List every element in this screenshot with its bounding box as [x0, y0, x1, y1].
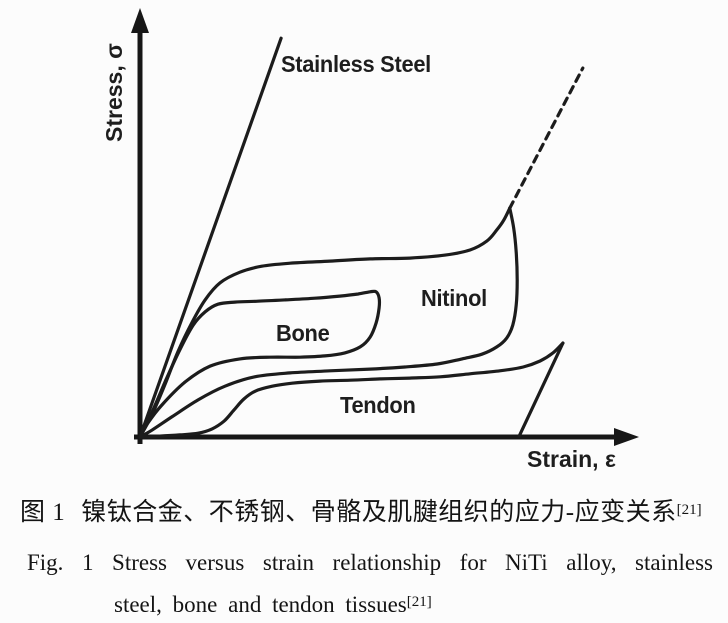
label-stainless-steel: Stainless Steel — [281, 51, 431, 77]
figure-number-zh: 图 1 — [20, 499, 66, 526]
caption-en-reference: [21] — [406, 594, 432, 610]
caption-chinese: 图 1 镍钛合金、不锈钢、骨骼及肌腱组织的应力-应变关系[21] — [20, 492, 720, 531]
curves — [138, 36, 585, 439]
curve-stainless — [138, 36, 283, 439]
caption-zh-text: 镍钛合金、不锈钢、骨骼及肌腱组织的应力-应变关系 — [81, 499, 677, 526]
curve-nitinol — [138, 206, 519, 439]
curve-tendon — [517, 341, 565, 438]
label-bone: Bone — [276, 320, 330, 346]
y-axis-arrowhead-icon — [131, 8, 149, 33]
axes — [131, 8, 639, 446]
caption-en-text: steel, bone and tendon tissues — [114, 592, 407, 617]
curve-tendon — [138, 341, 565, 439]
label-nitinol: Nitinol — [421, 285, 487, 311]
caption-english-line2: steel, bone and tendon tissues[21] — [114, 587, 432, 620]
caption-zh-reference: [21] — [676, 502, 702, 518]
x-axis-label: Strain, ε — [527, 446, 616, 472]
curve-bone — [138, 289, 382, 439]
y-axis-label: Stress, σ — [101, 43, 127, 142]
curve-nitinol — [508, 66, 585, 210]
stress-strain-plot — [131, 8, 639, 446]
caption-english-line1: Fig. 1 Stress versus strain relationship… — [27, 550, 713, 575]
label-tendon: Tendon — [340, 392, 416, 418]
x-axis-arrowhead-icon — [614, 428, 639, 446]
